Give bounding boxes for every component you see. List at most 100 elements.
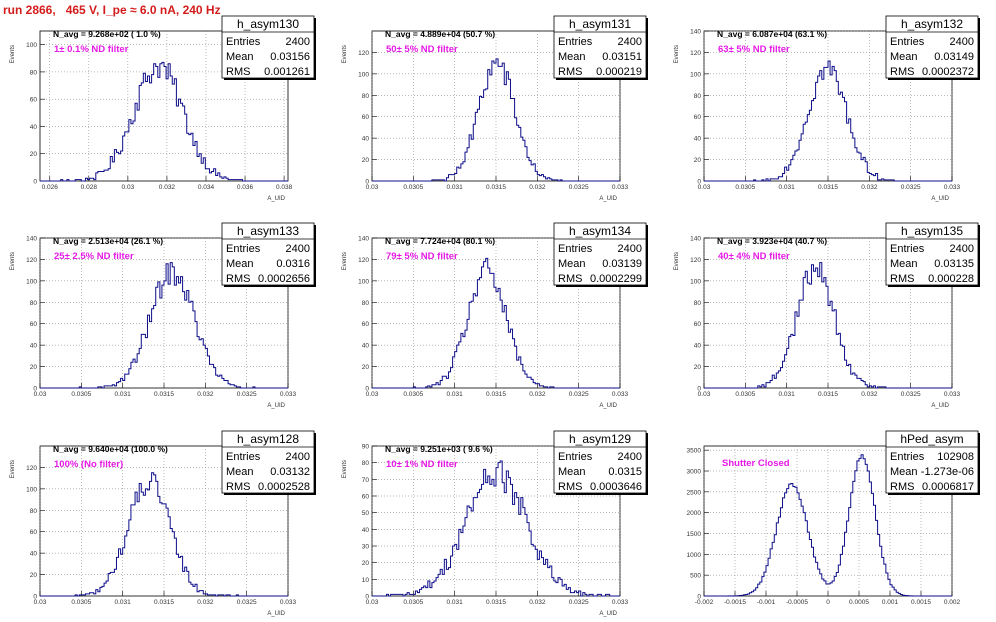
histogram-series [704, 262, 952, 389]
y-axis-title: Events [342, 252, 348, 270]
filter-label: 50± 5% ND filter [386, 44, 458, 55]
histogram-plot: 0.03 0.0305 0.031 0.0315 0.032 0.0325 0.033 0 10… [342, 430, 648, 617]
y-tick-label: 60 [694, 321, 702, 328]
stats-box-frame [885, 15, 979, 79]
x-tick-label: 0.0325 [901, 184, 921, 191]
y-tick-label: 1500 [687, 531, 702, 538]
stat-entries-value: 2400 [950, 36, 974, 48]
x-tick-label: 0.028 [81, 184, 98, 191]
n-avg-label: N_avg = 4.889e+04 (50.7 %) [385, 29, 495, 39]
y-tick-label: 500 [690, 573, 701, 580]
stat-entries-label: Entries [226, 36, 261, 48]
y-axis-title: Events [342, 45, 348, 63]
x-tick-label: 0.0325 [237, 391, 257, 398]
y-tick-label: 0 [33, 594, 37, 601]
histogram-plot: 0.026 0.028 0.03 0.032 0.034 0.036 0.038 0 20 40 6… [10, 15, 316, 202]
histogram-panel: 0.03 0.0305 0.031 0.0315 0.032 0.0325 0.033 0 20… [332, 0, 664, 207]
stats-box-frame [553, 222, 647, 286]
stat-entries-value: 2400 [286, 36, 310, 48]
y-tick-label: 3500 [687, 448, 702, 455]
x-tick-label: -0.0005 [786, 599, 808, 606]
histogram-panel: 0.03 0.0305 0.031 0.0315 0.032 0.0325 0.033 0 20… [664, 207, 996, 414]
histogram-plot: 0.03 0.0305 0.031 0.0315 0.032 0.0325 0.033 0 20… [10, 222, 316, 409]
x-tick-label: 0.033 [612, 391, 629, 398]
y-tick-label: 100 [26, 42, 37, 49]
stat-rms-value: 0.0002528 [258, 481, 310, 493]
histogram-name: h_asym129 [569, 432, 631, 446]
y-tick-label: 70 [362, 477, 370, 484]
histogram-panel: 0.03 0.0305 0.031 0.0315 0.032 0.0325 0.033 0 10… [332, 415, 664, 622]
y-tick-label: 80 [30, 508, 38, 515]
x-tick-label: 0.03 [366, 599, 379, 606]
y-tick-label: 60 [362, 114, 370, 121]
filter-label: 79± 5% ND filter [386, 251, 458, 262]
n-avg-label: N_avg = 2.513e+04 (26.1 %) [53, 236, 163, 246]
x-tick-label: 0.0015 [911, 599, 931, 606]
x-axis-title: A_UID [267, 196, 285, 202]
x-tick-label: -0.0015 [724, 599, 746, 606]
histogram-series [40, 262, 288, 389]
x-tick-label: 0.033 [280, 391, 297, 398]
stats-box: h_asym128 Entries 2400 Mean 0.03132 RMS 0.0002… [221, 430, 316, 495]
stat-mean-label: Mean [226, 51, 254, 63]
stat-mean-label: Mean [558, 466, 586, 478]
stat-entries-value: 2400 [950, 243, 974, 255]
stat-mean-value: 0.03139 [602, 258, 642, 270]
x-tick-label: 0.031 [447, 599, 464, 606]
y-tick-label: 20 [30, 364, 38, 371]
y-tick-label: 120 [690, 257, 701, 264]
y-axis-title: Events [342, 460, 348, 478]
y-tick-label: 20 [694, 157, 702, 164]
histogram-panel: 0.026 0.028 0.03 0.032 0.034 0.036 0.038 0 20 40 6… [0, 0, 332, 207]
n-avg-label: N_avg = 9.640e+04 (100.0 %) [53, 444, 168, 454]
y-tick-label: 60 [30, 321, 38, 328]
x-axis-title: A_UID [931, 403, 949, 409]
y-tick-label: 40 [30, 343, 38, 350]
x-tick-label: 0.0005 [849, 599, 869, 606]
histogram-name: h_asym132 [901, 17, 963, 31]
histogram-name: h_asym135 [901, 224, 963, 238]
stat-mean-value: 0.03151 [602, 51, 642, 63]
stat-mean-value: -1.273e-06 [921, 466, 974, 478]
stat-rms-label: RMS [558, 66, 582, 78]
x-tick-label: 0.001 [882, 599, 899, 606]
histogram-plot: 0.03 0.0305 0.031 0.0315 0.032 0.0325 0.033 0 20… [342, 15, 648, 202]
stat-mean-label: Mean [890, 258, 918, 270]
stat-rms-value: 0.000219 [596, 66, 642, 78]
x-tick-label: 0.031 [447, 184, 464, 191]
y-tick-label: 120 [26, 465, 37, 472]
stats-box-frame [221, 430, 315, 494]
x-tick-label: 0.03 [366, 184, 379, 191]
stat-rms-value: 0.0002656 [258, 273, 310, 285]
x-axis-title: A_UID [599, 403, 617, 409]
y-tick-label: 100 [358, 278, 369, 285]
x-tick-label: 0.032 [529, 599, 546, 606]
n-avg-label: N_avg = 9.268e+02 ( 1.0 %) [53, 29, 161, 39]
stat-rms-label: RMS [558, 273, 582, 285]
y-tick-label: 0 [697, 179, 701, 186]
x-tick-label: 0.031 [115, 391, 132, 398]
y-tick-label: 0 [365, 386, 369, 393]
stat-mean-label: Mean [558, 51, 586, 63]
y-tick-label: 80 [362, 460, 370, 467]
stats-box-frame [553, 430, 647, 494]
y-tick-label: 100 [26, 486, 37, 493]
histogram-series [704, 60, 952, 182]
x-tick-label: 0.0315 [486, 391, 506, 398]
x-tick-label: 0.031 [779, 184, 796, 191]
filter-label: Shutter Closed [722, 458, 790, 469]
x-axis-title: A_UID [267, 403, 285, 409]
stat-entries-value: 2400 [286, 243, 310, 255]
x-tick-label: 0.036 [237, 184, 254, 191]
y-tick-label: 20 [30, 151, 38, 158]
x-tick-label: 0.0315 [154, 599, 174, 606]
y-tick-label: 80 [362, 93, 370, 100]
y-tick-label: 2500 [687, 489, 702, 496]
histogram-name: h_asym130 [237, 17, 299, 31]
histogram-plot: 0.03 0.0305 0.031 0.0315 0.032 0.0325 0.033 0 20… [674, 222, 980, 409]
y-axis-title: Events [10, 45, 16, 63]
x-axis-title: A_UID [599, 611, 617, 617]
y-axis-title: Events [10, 252, 16, 270]
x-tick-label: 0.03 [698, 184, 711, 191]
y-tick-label: 80 [362, 300, 370, 307]
